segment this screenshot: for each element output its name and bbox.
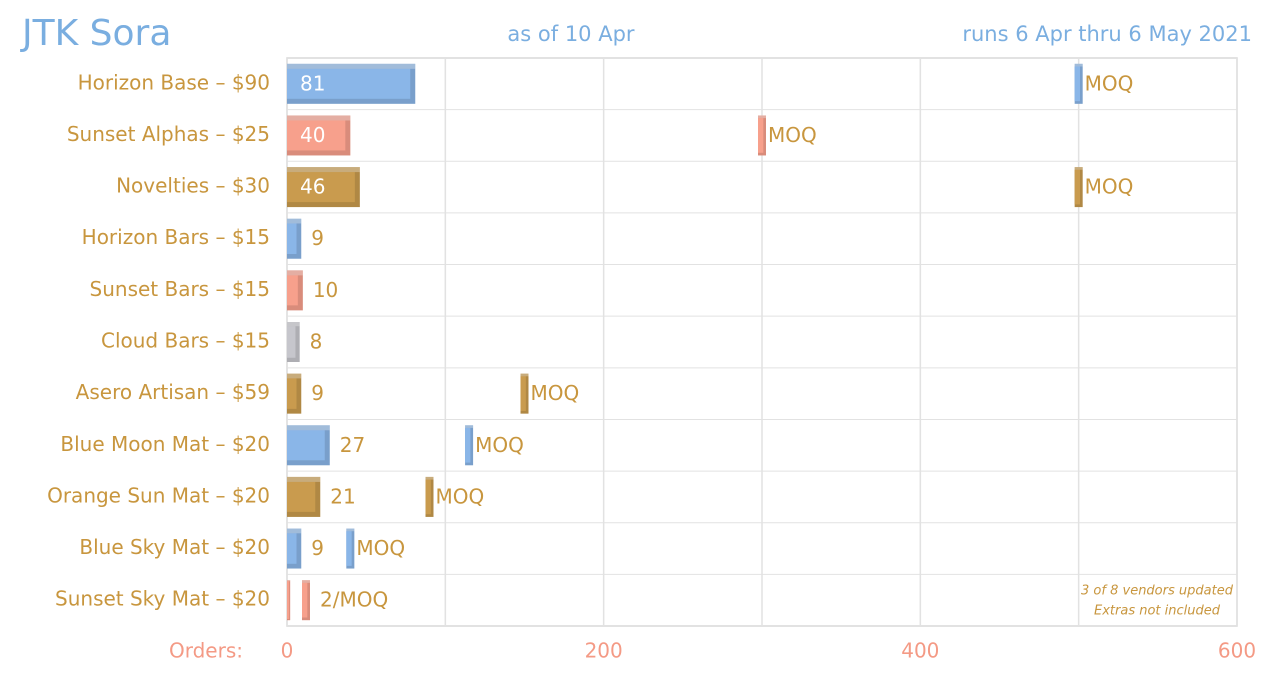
y-tick-label: Asero Artisan – $59 (76, 380, 270, 404)
bar (287, 528, 302, 569)
note: Extras not included (1094, 604, 1221, 619)
moq-marker (302, 580, 310, 621)
bar (287, 476, 321, 517)
moq-label: MOQ (1085, 175, 1134, 199)
subtitle: as of 10 Apr (507, 22, 634, 46)
note: 3 of 8 vendors updated (1081, 584, 1234, 599)
moq-label: MOQ (356, 536, 405, 560)
y-tick-label: Blue Moon Mat – $20 (60, 432, 270, 456)
moq-marker (425, 476, 434, 517)
moq-marker (1074, 167, 1083, 208)
bar (287, 115, 351, 156)
y-tick-label: Blue Sky Mat – $20 (79, 535, 270, 559)
x-tick-label: 200 (585, 639, 623, 663)
date-range: runs 6 Apr thru 6 May 2021 (962, 22, 1252, 46)
data-label: 9 (311, 226, 324, 250)
bar (287, 218, 302, 259)
data-label: 9 (311, 381, 324, 405)
y-tick-label: Sunset Bars – $15 (90, 277, 270, 301)
data-label: 81 (300, 71, 325, 95)
y-tick-label: Orange Sun Mat – $20 (47, 483, 270, 507)
y-tick-label: Novelties – $30 (116, 174, 270, 198)
moq-marker (520, 373, 529, 414)
y-tick-label: Sunset Alphas – $25 (67, 122, 270, 146)
y-tick-label: Cloud Bars – $15 (101, 329, 270, 353)
data-label: 46 (300, 175, 325, 199)
y-tick-label: Horizon Base – $90 (78, 70, 270, 94)
moq-marker (1074, 63, 1083, 104)
data-label: 8 (310, 330, 323, 354)
x-axis-label: Orders: (169, 639, 243, 663)
bar (287, 167, 360, 208)
moq-label: MOQ (1085, 71, 1134, 95)
x-tick-label: 0 (281, 639, 294, 663)
data-label: 27 (340, 433, 365, 457)
moq-label: MOQ (768, 123, 817, 147)
y-tick-label: Horizon Bars – $15 (82, 225, 270, 249)
data-label: 2/MOQ (320, 588, 388, 612)
bar (287, 373, 302, 414)
data-label: 21 (330, 484, 355, 508)
moq-label: MOQ (531, 381, 580, 405)
data-label: 9 (311, 536, 324, 560)
x-tick-label: 600 (1218, 639, 1256, 663)
moq-marker (758, 115, 766, 156)
moq-label: MOQ (475, 433, 524, 457)
bar (287, 270, 303, 311)
x-tick-label: 400 (901, 639, 939, 663)
moq-marker (465, 425, 474, 466)
bar (287, 580, 291, 621)
chart-title: JTK Sora (20, 13, 171, 54)
data-label: 10 (313, 278, 338, 302)
bar (287, 322, 300, 362)
moq-marker (346, 528, 355, 569)
bar (287, 63, 416, 104)
bar (287, 425, 330, 466)
y-tick-label: Sunset Sky Mat – $20 (55, 587, 270, 611)
data-label: 40 (300, 123, 325, 147)
moq-label: MOQ (436, 484, 485, 508)
